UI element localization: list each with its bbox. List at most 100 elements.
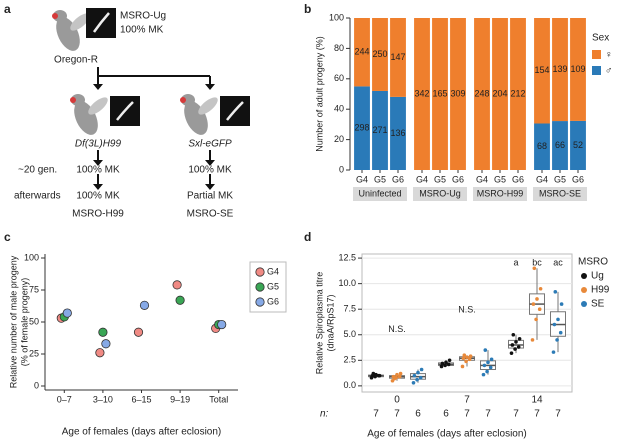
point bbox=[374, 372, 378, 377]
y-axis-label: (dnaA/RpS17) bbox=[325, 294, 335, 351]
y-tick-label: 100 bbox=[329, 12, 344, 22]
y-tick-label: 0 bbox=[34, 380, 39, 390]
bar-segment bbox=[372, 18, 388, 91]
x-tick-label: 7 bbox=[464, 395, 470, 406]
bar-segment bbox=[570, 18, 586, 121]
phenotype: 100% MK bbox=[76, 191, 120, 202]
point bbox=[558, 330, 563, 335]
bar-segment bbox=[570, 120, 586, 170]
bar-segment bbox=[450, 18, 466, 170]
y-tick-label: 5.0 bbox=[343, 329, 356, 339]
legend-label: ♀ bbox=[605, 50, 613, 61]
point bbox=[440, 361, 445, 366]
point bbox=[489, 357, 494, 362]
legend-marker bbox=[255, 297, 265, 307]
point bbox=[419, 367, 424, 372]
legend-label: H99 bbox=[591, 285, 610, 296]
legend-label: G5 bbox=[267, 281, 279, 291]
point bbox=[511, 332, 516, 337]
bar-segment bbox=[372, 90, 388, 170]
arrow-lines bbox=[97, 150, 211, 184]
bar-segment bbox=[534, 18, 550, 124]
panel-letter: d bbox=[304, 230, 311, 244]
facet-label: MSRO-H99 bbox=[477, 188, 524, 198]
x-tick-label: G6 bbox=[572, 174, 584, 184]
point bbox=[398, 371, 403, 376]
count-label: 165 bbox=[432, 88, 447, 98]
point bbox=[468, 354, 473, 359]
y-tick-label: 40 bbox=[334, 104, 344, 114]
point bbox=[538, 286, 543, 291]
count-label: 147 bbox=[390, 52, 405, 62]
facet-label: MSRO-SE bbox=[539, 188, 581, 198]
point bbox=[486, 360, 490, 365]
strain-name: MSRO-H99 bbox=[72, 209, 124, 220]
legend-label: G6 bbox=[267, 296, 279, 306]
point bbox=[371, 371, 376, 376]
point bbox=[514, 340, 518, 344]
point bbox=[411, 381, 416, 385]
image-signal bbox=[226, 101, 244, 121]
y-tick-label: 10.0 bbox=[338, 278, 356, 288]
point bbox=[133, 327, 144, 337]
y-tick-label: 7.5 bbox=[343, 304, 356, 314]
bar-segment bbox=[552, 121, 568, 170]
count-label: 244 bbox=[354, 47, 369, 57]
point bbox=[460, 364, 465, 369]
row-label: afterwards bbox=[14, 191, 61, 202]
bar-segment bbox=[390, 18, 406, 97]
strain-name: MSRO-Ug bbox=[120, 11, 166, 22]
point bbox=[467, 357, 472, 362]
x-tick-label: 0–7 bbox=[57, 394, 72, 404]
point bbox=[513, 347, 517, 351]
point bbox=[510, 343, 515, 347]
count-label: 109 bbox=[570, 64, 585, 74]
legend-label: SE bbox=[591, 299, 605, 310]
n-label: 7 bbox=[373, 409, 379, 420]
x-tick-label: G4 bbox=[356, 174, 368, 184]
panel-letter: b bbox=[304, 2, 311, 16]
x-tick-label: G4 bbox=[536, 174, 548, 184]
bar-segment bbox=[414, 18, 430, 170]
count-label: 154 bbox=[534, 65, 549, 75]
legend-swatch bbox=[592, 50, 601, 59]
legend-marker bbox=[581, 301, 587, 307]
arrowheads bbox=[93, 84, 215, 90]
facet-strip bbox=[413, 187, 467, 201]
point bbox=[98, 327, 108, 337]
point bbox=[464, 359, 468, 364]
point bbox=[556, 317, 560, 322]
fly-icon bbox=[52, 10, 90, 51]
point bbox=[482, 363, 487, 368]
image-signal bbox=[92, 12, 110, 33]
point bbox=[530, 338, 535, 342]
point bbox=[488, 365, 493, 370]
annotation: N.S. bbox=[458, 304, 476, 314]
n-label: 7 bbox=[485, 409, 491, 420]
annotation: a bbox=[513, 257, 518, 267]
legend-marker bbox=[581, 287, 587, 293]
facet-label: Uninfected bbox=[358, 188, 401, 198]
point bbox=[483, 348, 488, 352]
host-name: Sxl-eGFP bbox=[188, 139, 232, 150]
count-label: 248 bbox=[474, 88, 489, 98]
x-tick-label: G5 bbox=[434, 174, 446, 184]
count-label: 139 bbox=[552, 64, 567, 74]
point bbox=[377, 373, 382, 378]
x-tick-label: 3–10 bbox=[93, 394, 113, 404]
point bbox=[101, 339, 111, 349]
panel-letter: c bbox=[4, 230, 11, 244]
facet-label: MSRO-Ug bbox=[419, 188, 461, 198]
host-name: Df(3L)H99 bbox=[75, 139, 122, 150]
diagram: a MSRO-Ug 100% MK Oregon-R bbox=[4, 2, 250, 220]
n-label: 7 bbox=[534, 409, 540, 420]
legend-title: Sex bbox=[592, 33, 609, 44]
point bbox=[443, 363, 447, 368]
legend-label: Ug bbox=[591, 271, 604, 282]
point bbox=[175, 295, 185, 305]
n-label: 7 bbox=[394, 409, 400, 420]
n-label: 7 bbox=[513, 409, 519, 420]
point bbox=[537, 307, 542, 312]
y-tick-label: 12.5 bbox=[338, 252, 356, 262]
point bbox=[531, 302, 536, 306]
